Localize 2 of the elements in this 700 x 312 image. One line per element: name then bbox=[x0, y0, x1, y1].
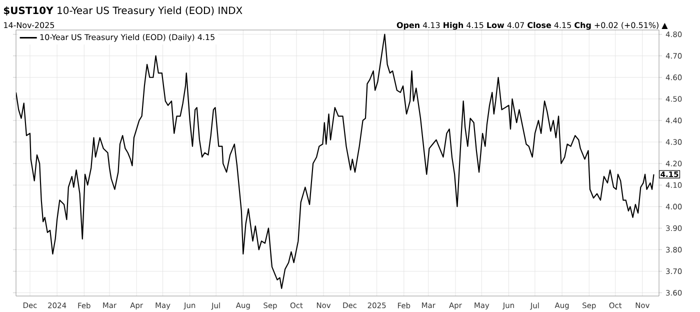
chart-title: $UST10Y 10-Year US Treasury Yield (EOD) INDX bbox=[4, 6, 242, 16]
line-series bbox=[16, 34, 654, 290]
